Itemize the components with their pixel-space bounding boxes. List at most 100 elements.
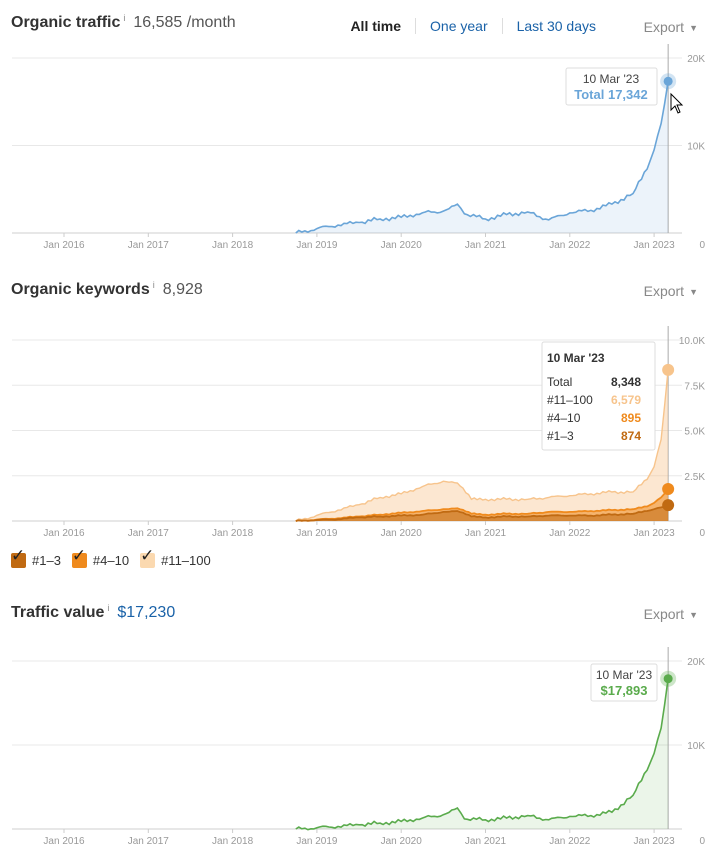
x-tick-label: Jan 2017 <box>128 528 170 539</box>
x-tick-label: Jan 2019 <box>296 240 338 251</box>
series-4-10-point <box>662 482 675 495</box>
legend-item-4-10[interactable]: ✓ #4–10 <box>71 547 130 568</box>
legend-item-top3[interactable]: ✓ #1–3 <box>11 547 61 568</box>
tooltip-row-label: #4–10 <box>547 411 581 425</box>
caret-down-icon: ▼ <box>689 287 698 297</box>
y-tick-label: 10.0K <box>679 336 705 347</box>
x-tick-label: Jan 2020 <box>381 528 423 539</box>
legend-item-11-100[interactable]: ✓ #11–100 <box>140 547 211 568</box>
x-tick-label: Jan 2020 <box>381 836 423 847</box>
tab-last-30-days[interactable]: Last 30 days <box>501 18 610 34</box>
tooltip-box <box>541 341 656 451</box>
organic-keywords-section: Organic keywords i 8,928 Export ▼ 10.0K 7.… <box>11 280 705 539</box>
tooltip-row-value: 874 <box>621 429 641 443</box>
tooltip-row-label: #1–3 <box>547 429 574 443</box>
info-icon[interactable]: i <box>123 13 126 23</box>
tooltip-row-value: 6,579 <box>611 393 641 407</box>
x-tick-label: Jan 2020 <box>381 240 423 251</box>
legend-label-11-100: #11–100 <box>161 553 211 568</box>
x-tick-label: Jan 2021 <box>465 528 507 539</box>
organic-keywords-chart: 10.0K 7.5K 5.0K 2.5K 0 Jan 2016 Jan 2017 Jan 20… <box>12 326 705 539</box>
checkbox-top3[interactable]: ✓ <box>11 547 26 568</box>
value-area <box>295 678 669 830</box>
checkbox-11-100[interactable]: ✓ <box>140 547 156 568</box>
tooltip-row-value: 8,348 <box>611 375 641 389</box>
checkmark-icon: ✓ <box>140 546 155 565</box>
organic-traffic-value: 16,585 /month <box>133 14 236 31</box>
tooltip-total: Total 17,342 <box>574 87 647 102</box>
x-tick-label: Jan 2016 <box>43 528 85 539</box>
x-tick-label: Jan 2022 <box>549 240 591 251</box>
x-tick-label: Jan 2016 <box>43 836 85 847</box>
organic-keywords-value: 8,928 <box>162 281 203 298</box>
y-tick-label: 10K <box>687 142 705 153</box>
caret-down-icon: ▼ <box>689 610 698 620</box>
traffic-value-title: Traffic value <box>11 604 105 621</box>
period-tabs: All time One year Last 30 days <box>336 18 610 34</box>
export-label: Export <box>643 606 685 622</box>
y-tick-label: 0 <box>699 836 705 847</box>
x-tick-label: Jan 2021 <box>465 836 507 847</box>
export-label: Export <box>643 283 685 299</box>
y-tick-label: 2.5K <box>684 472 705 483</box>
x-tick-label: Jan 2023 <box>634 240 676 251</box>
traffic-line <box>295 81 669 234</box>
tooltip-row-label: #11–100 <box>547 393 593 407</box>
tooltip-date: 10 Mar '23 <box>583 72 640 86</box>
tooltip-date: 10 Mar '23 <box>547 351 605 365</box>
value-line <box>295 678 669 831</box>
x-tick-label: Jan 2017 <box>128 240 170 251</box>
y-tick-label: 20K <box>687 657 705 668</box>
tab-one-year[interactable]: One year <box>415 18 502 34</box>
keywords-legend: ✓ #1–3 ✓ #4–10 ✓ #11–100 <box>11 547 222 568</box>
x-tick-label: Jan 2018 <box>212 528 254 539</box>
y-tick-label: 7.5K <box>684 381 705 392</box>
x-tick-label: Jan 2017 <box>128 836 170 847</box>
checkmark-icon: ✓ <box>71 546 87 565</box>
x-tick-label: Jan 2022 <box>549 836 591 847</box>
series-4-10-area <box>295 489 669 521</box>
x-tick-label: Jan 2021 <box>465 240 507 251</box>
export-label: Export <box>643 19 685 35</box>
x-tick-label: Jan 2023 <box>634 836 676 847</box>
checkbox-4-10[interactable]: ✓ <box>71 547 87 568</box>
x-tick-label: Jan 2016 <box>43 240 85 251</box>
info-icon[interactable]: i <box>152 280 155 290</box>
x-tick-label: Jan 2022 <box>549 528 591 539</box>
x-tick-label: Jan 2018 <box>212 240 254 251</box>
data-point <box>663 674 673 684</box>
traffic-value-header: Traffic value i $17,230 <box>11 603 176 628</box>
checkmark-icon: ✓ <box>11 546 26 565</box>
series-1-3-line <box>295 504 669 522</box>
organic-traffic-title: Organic traffic <box>11 14 121 31</box>
tooltip-box <box>590 663 658 702</box>
series-11-100-point <box>662 363 675 376</box>
series-1-3-point <box>662 499 675 512</box>
tab-all-time[interactable]: All time <box>350 18 402 34</box>
organic-traffic-chart: 20K 10K 0 Jan 2016 Jan 2017 Jan 2018 Jan 2019 J… <box>12 44 705 251</box>
traffic-value-value: $17,230 <box>117 604 176 621</box>
organic-keywords-header: Organic keywords i 8,928 <box>11 280 203 305</box>
y-tick-label: 10K <box>687 741 705 752</box>
legend-label-4-10: #4–10 <box>92 553 130 568</box>
export-button[interactable]: Export ▼ <box>644 606 698 622</box>
info-icon[interactable]: i <box>107 603 110 613</box>
tooltip-date: 10 Mar '23 <box>596 668 653 682</box>
tooltip-total: $17,893 <box>601 683 648 698</box>
x-tick-label: Jan 2018 <box>212 836 254 847</box>
x-tick-label: Jan 2019 <box>296 836 338 847</box>
organic-traffic-header: Organic traffic i 16,585 /month <box>11 13 236 38</box>
x-tick-label: Jan 2019 <box>296 528 338 539</box>
tooltip-box <box>565 67 658 106</box>
y-tick-label: 5.0K <box>684 427 705 438</box>
traffic-area <box>295 81 669 233</box>
export-button[interactable]: Export ▼ <box>644 19 698 35</box>
organic-traffic-section: Organic traffic i 16,585 /month All time… <box>0 0 720 265</box>
export-button[interactable]: Export ▼ <box>644 283 698 299</box>
series-11-100-area <box>295 369 669 521</box>
tooltip-row-label: Total <box>547 375 572 389</box>
legend-label-top3: #1–3 <box>32 553 61 568</box>
tooltip-row-value: 895 <box>621 411 641 425</box>
